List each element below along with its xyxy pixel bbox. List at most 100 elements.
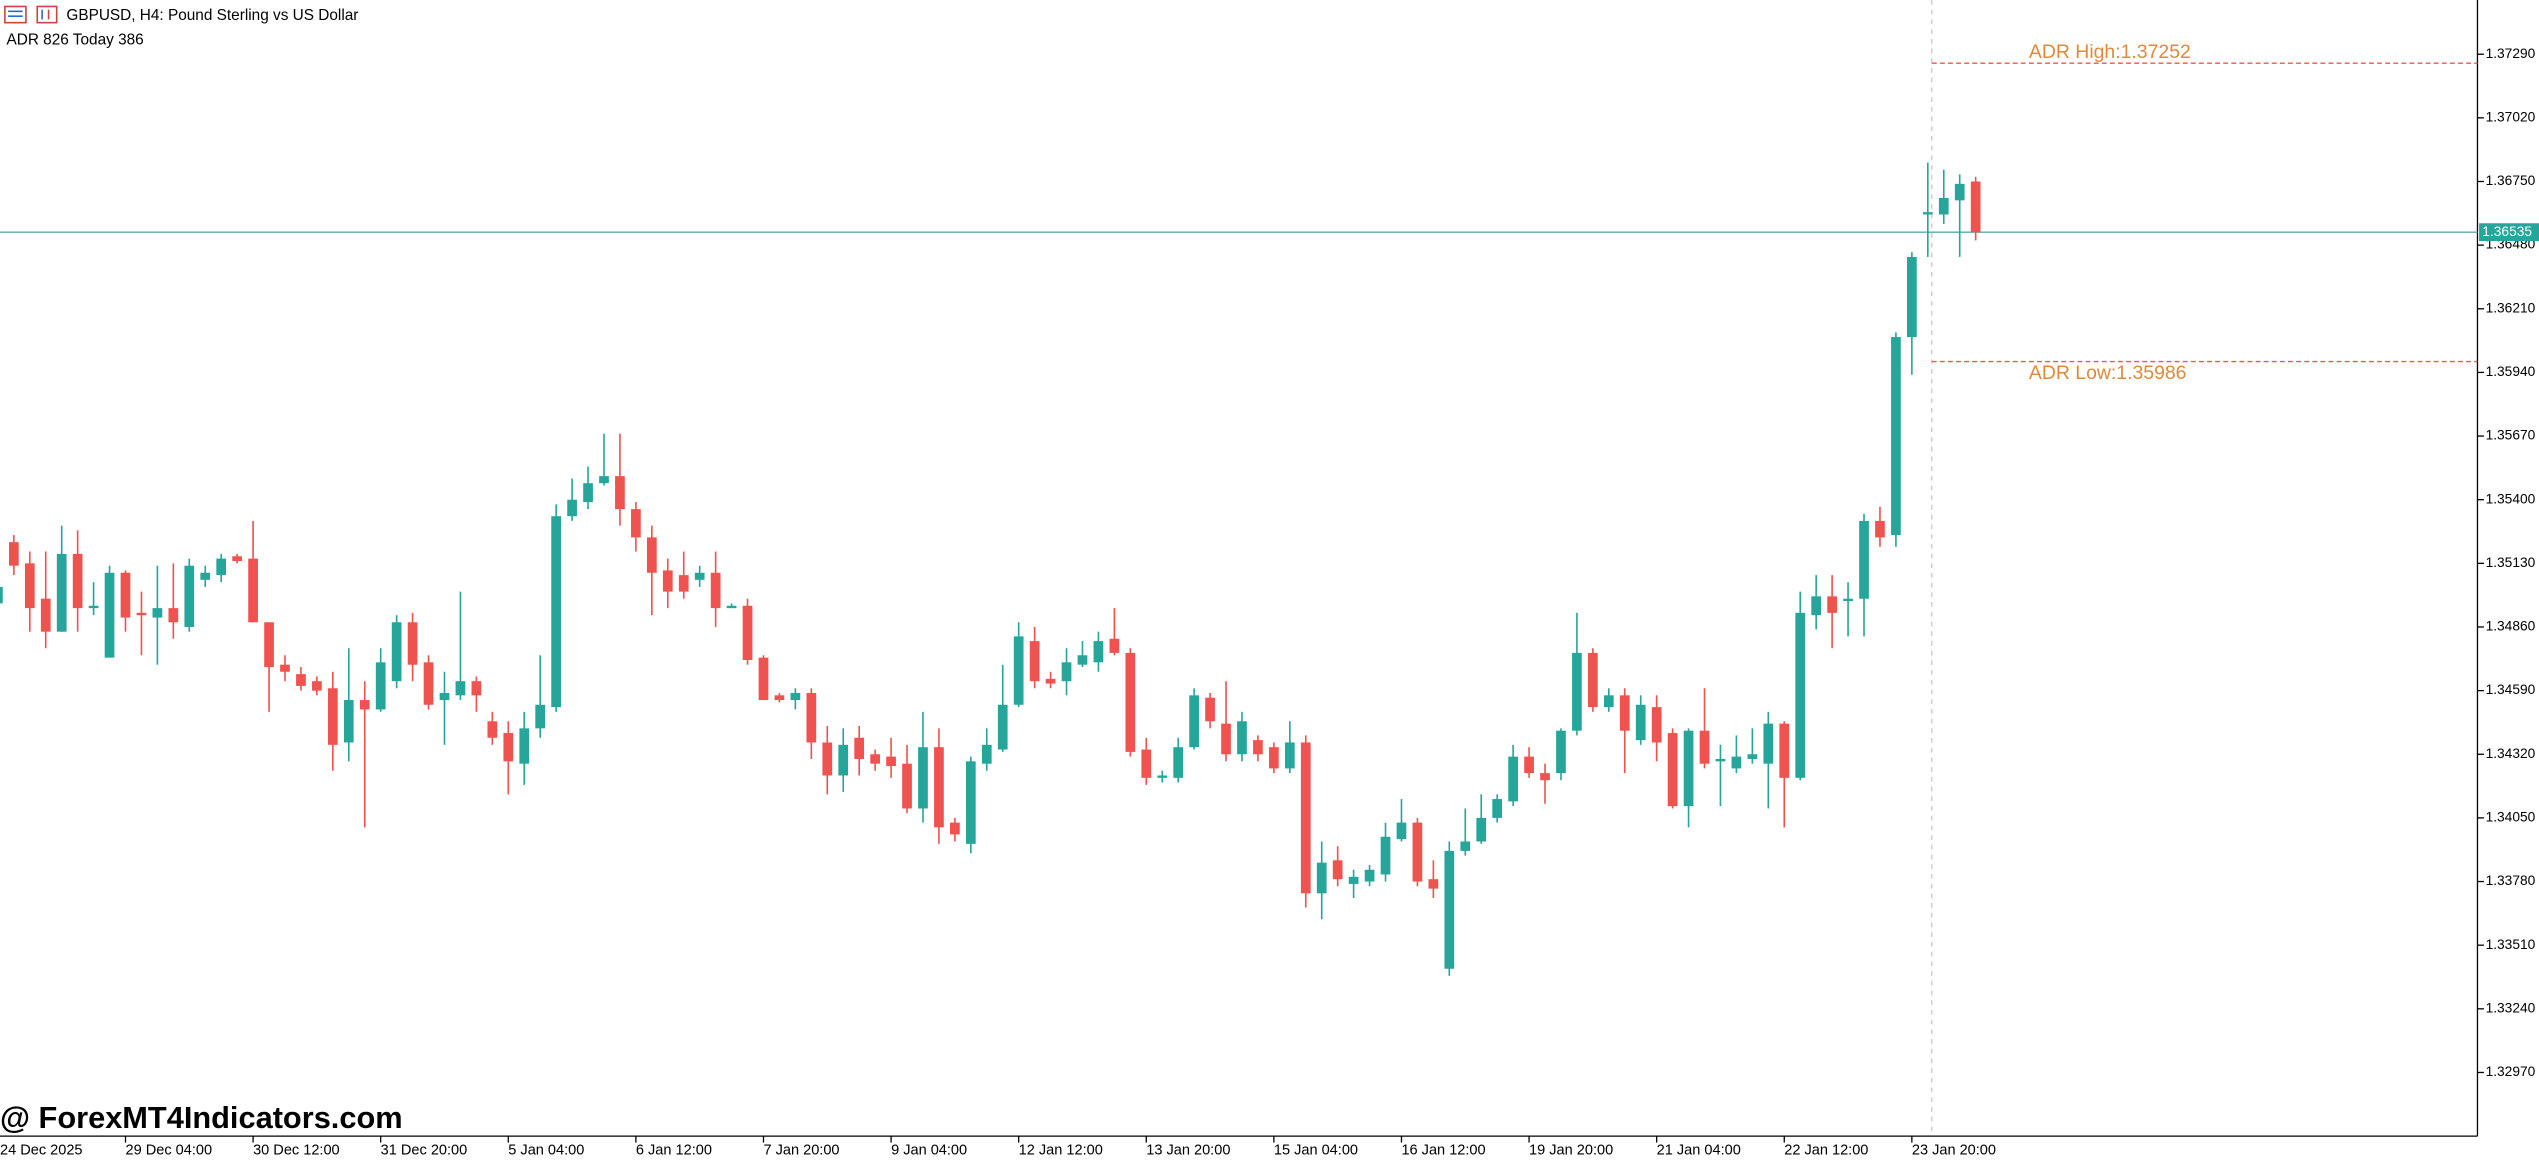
- candle-body: [1763, 723, 1774, 764]
- candle-body: [1284, 742, 1295, 769]
- candle-body: [1556, 730, 1566, 774]
- candle-body: [439, 692, 450, 701]
- candle-body: [1045, 678, 1056, 684]
- y-tick-label: 1.36210: [2486, 300, 2536, 315]
- candle-body: [1540, 773, 1550, 781]
- candle-body: [918, 747, 928, 809]
- candle-body: [248, 558, 258, 623]
- candle-body: [1795, 612, 1806, 778]
- adr-label: ADR High:1.37252: [2029, 41, 2191, 63]
- x-tick-label: 9 Jan 04:00: [891, 1143, 967, 1159]
- candle-body: [0, 586, 3, 604]
- candle-body: [8, 542, 19, 566]
- candle-body: [1173, 747, 1184, 778]
- candle-body: [1380, 836, 1391, 875]
- x-tick-label: 6 Jan 12:00: [636, 1143, 712, 1159]
- candle-body: [1572, 652, 1582, 731]
- candle-body: [1667, 733, 1678, 807]
- candle-body: [1938, 197, 1949, 215]
- candle-body: [662, 570, 673, 592]
- candle-body: [1827, 596, 1837, 613]
- candle-body: [1061, 662, 1072, 682]
- candle-body: [1109, 638, 1120, 653]
- candle-body: [1444, 850, 1455, 969]
- y-tick-label: 1.35400: [2486, 491, 2536, 506]
- candle-body: [1141, 749, 1152, 778]
- candle-body: [359, 700, 370, 710]
- x-tick-label: 21 Jan 04:00: [1657, 1143, 1741, 1159]
- candle-body: [72, 553, 83, 609]
- x-tick-label: 29 Dec 04:00: [125, 1143, 212, 1159]
- candle-body: [1364, 869, 1375, 882]
- candle-body: [1476, 817, 1487, 842]
- candle-body: [646, 537, 657, 573]
- candle-body: [726, 605, 737, 609]
- candle-body: [981, 744, 992, 764]
- candle-body: [1237, 721, 1247, 755]
- x-tick-label: 31 Dec 20:00: [381, 1143, 468, 1159]
- candle-body: [1811, 596, 1822, 616]
- candle-body: [56, 553, 67, 632]
- candle-body: [327, 688, 338, 745]
- candle-body: [1891, 337, 1901, 536]
- candle-body: [1619, 695, 1630, 731]
- candle-body: [1970, 181, 1981, 233]
- x-tick-label: 24 Dec 2025: [0, 1143, 83, 1159]
- candle-body: [1412, 822, 1423, 882]
- candle-body: [120, 572, 131, 618]
- candle-body: [1269, 747, 1279, 769]
- candle-body: [455, 681, 466, 696]
- candle-body: [934, 747, 944, 828]
- candle-body: [24, 563, 35, 609]
- candle-body: [997, 704, 1008, 750]
- candle-body: [838, 744, 849, 776]
- candle-body: [1205, 697, 1215, 722]
- candle-body: [822, 742, 833, 776]
- y-tick-label: 1.33780: [2486, 873, 2536, 888]
- candle-body: [1316, 862, 1327, 894]
- candle-body: [1843, 598, 1853, 602]
- candle-body: [136, 612, 147, 616]
- candle-body: [1460, 841, 1471, 851]
- y-tick-label: 1.34050: [2486, 810, 2536, 825]
- candle-body: [886, 756, 896, 767]
- adr-label: ADR Low:1.35986: [2029, 362, 2187, 384]
- candle-body: [519, 728, 530, 764]
- candle-body: [296, 674, 306, 686]
- candle-body: [758, 657, 769, 701]
- candle-body: [1189, 695, 1199, 748]
- candle-body: [806, 692, 817, 743]
- candle-body: [1699, 730, 1710, 764]
- candle-body: [312, 681, 322, 691]
- candle-body: [343, 700, 354, 743]
- candle-body: [184, 565, 195, 627]
- candle-body: [407, 622, 418, 665]
- candle-body: [1348, 876, 1359, 884]
- candle-body: [535, 704, 546, 729]
- y-tick-label: 1.33240: [2486, 1000, 2536, 1015]
- candle-body: [774, 695, 785, 701]
- y-tick-label: 1.34860: [2486, 619, 2536, 634]
- candle-body: [1588, 652, 1598, 708]
- candle-body: [503, 733, 514, 762]
- x-tick-label: 19 Jan 20:00: [1529, 1143, 1613, 1159]
- candle-body: [870, 754, 880, 764]
- x-tick-label: 23 Jan 20:00: [1912, 1143, 1996, 1159]
- candle-body: [375, 662, 386, 710]
- y-tick-label: 1.32970: [2486, 1064, 2536, 1079]
- y-tick-label: 1.33510: [2486, 937, 2536, 952]
- x-tick-label: 13 Jan 20:00: [1146, 1143, 1230, 1159]
- y-tick-label: 1.34590: [2486, 682, 2536, 697]
- x-tick-label: 16 Jan 12:00: [1401, 1143, 1485, 1159]
- chart-title: GBPUSD, H4: Pound Sterling vs US Dollar: [66, 7, 358, 24]
- candle-body: [1332, 860, 1343, 880]
- candle-body: [1029, 641, 1040, 682]
- candle-body: [631, 509, 641, 538]
- candle-body: [1428, 879, 1439, 889]
- x-tick-label: 22 Jan 12:00: [1784, 1143, 1868, 1159]
- candle-body: [965, 761, 976, 844]
- candle-body: [1221, 723, 1231, 755]
- candle-body: [1907, 256, 1917, 338]
- candle-body: [1603, 695, 1614, 708]
